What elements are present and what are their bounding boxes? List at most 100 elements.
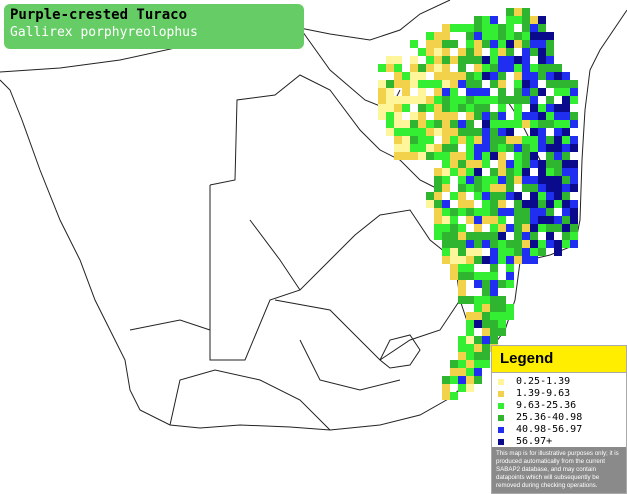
grid-cell bbox=[394, 136, 402, 144]
grid-cell bbox=[490, 240, 498, 248]
grid-cell bbox=[530, 192, 538, 200]
grid-cell bbox=[490, 192, 498, 200]
grid-cell bbox=[530, 72, 538, 80]
grid-cell bbox=[522, 168, 530, 176]
grid-cell bbox=[426, 32, 434, 40]
grid-cell bbox=[450, 24, 458, 32]
grid-cell bbox=[394, 120, 402, 128]
grid-cell bbox=[458, 104, 466, 112]
grid-cell bbox=[482, 120, 490, 128]
grid-cell bbox=[498, 120, 506, 128]
grid-cell bbox=[442, 208, 450, 216]
grid-cell bbox=[458, 360, 466, 368]
grid-cell bbox=[522, 96, 530, 104]
grid-cell bbox=[442, 232, 450, 240]
grid-cell bbox=[506, 176, 514, 184]
grid-cell bbox=[562, 136, 570, 144]
grid-cell bbox=[562, 152, 570, 160]
grid-cell bbox=[506, 208, 514, 216]
grid-cell bbox=[498, 104, 506, 112]
grid-cell bbox=[530, 208, 538, 216]
grid-cell bbox=[562, 168, 570, 176]
grid-cell bbox=[546, 152, 554, 160]
province-border bbox=[129, 219, 401, 431]
legend-swatch bbox=[498, 379, 504, 385]
grid-cell bbox=[482, 24, 490, 32]
grid-cell bbox=[570, 168, 578, 176]
grid-cell bbox=[490, 264, 498, 272]
grid-cell bbox=[482, 360, 490, 368]
grid-cell bbox=[530, 120, 538, 128]
grid-cell bbox=[386, 64, 394, 72]
grid-cell bbox=[562, 208, 570, 216]
grid-cell bbox=[434, 192, 442, 200]
country-border bbox=[209, 74, 471, 361]
scientific-name: Gallirex porphyreolophus bbox=[10, 25, 198, 40]
grid-cell bbox=[538, 168, 546, 176]
grid-cell bbox=[514, 168, 522, 176]
grid-cell bbox=[538, 192, 546, 200]
grid-cell bbox=[458, 280, 466, 288]
grid-cell bbox=[506, 184, 514, 192]
grid-cell bbox=[498, 296, 506, 304]
grid-cell bbox=[530, 16, 538, 24]
grid-cell bbox=[490, 248, 498, 256]
grid-cell bbox=[506, 96, 514, 104]
grid-cell bbox=[426, 56, 434, 64]
grid-cell bbox=[522, 120, 530, 128]
grid-cell bbox=[506, 64, 514, 72]
grid-cell bbox=[474, 280, 482, 288]
grid-cell bbox=[506, 240, 514, 248]
grid-cell bbox=[498, 192, 506, 200]
grid-cell bbox=[514, 192, 522, 200]
grid-cell bbox=[482, 280, 490, 288]
grid-cell bbox=[402, 152, 410, 160]
grid-cell bbox=[410, 112, 418, 120]
grid-cell bbox=[386, 120, 394, 128]
grid-cell bbox=[498, 320, 506, 328]
grid-cell bbox=[402, 104, 410, 112]
grid-cell bbox=[506, 48, 514, 56]
grid-cell bbox=[442, 40, 450, 48]
grid-cell bbox=[514, 120, 522, 128]
grid-cell bbox=[474, 184, 482, 192]
grid-cell bbox=[394, 104, 402, 112]
grid-cell bbox=[466, 264, 474, 272]
grid-cell bbox=[514, 56, 522, 64]
grid-cell bbox=[466, 112, 474, 120]
grid-cell bbox=[538, 184, 546, 192]
grid-cell bbox=[490, 16, 498, 24]
grid-cell bbox=[466, 256, 474, 264]
grid-cell bbox=[506, 248, 514, 256]
grid-cell bbox=[506, 144, 514, 152]
grid-cell bbox=[498, 56, 506, 64]
grid-cell bbox=[514, 112, 522, 120]
grid-cell bbox=[498, 64, 506, 72]
grid-cell bbox=[466, 200, 474, 208]
grid-cell bbox=[466, 336, 474, 344]
grid-cell bbox=[538, 88, 546, 96]
grid-cell bbox=[522, 256, 530, 264]
grid-cell bbox=[394, 112, 402, 120]
grid-cell bbox=[562, 120, 570, 128]
grid-cell bbox=[482, 328, 490, 336]
grid-cell bbox=[458, 384, 466, 392]
grid-cell bbox=[562, 184, 570, 192]
grid-cell bbox=[506, 16, 514, 24]
grid-cell bbox=[498, 32, 506, 40]
grid-cell bbox=[474, 256, 482, 264]
grid-cell bbox=[546, 56, 554, 64]
grid-cell bbox=[442, 200, 450, 208]
grid-cell bbox=[546, 32, 554, 40]
grid-cell bbox=[466, 136, 474, 144]
grid-cell bbox=[402, 144, 410, 152]
grid-cell bbox=[538, 32, 546, 40]
legend-item: 1.39-9.63 bbox=[498, 388, 626, 400]
grid-cell bbox=[466, 296, 474, 304]
grid-cell bbox=[410, 56, 418, 64]
grid-cell bbox=[450, 216, 458, 224]
grid-cell bbox=[442, 120, 450, 128]
grid-cell bbox=[474, 296, 482, 304]
grid-cell bbox=[498, 184, 506, 192]
grid-cell bbox=[450, 120, 458, 128]
